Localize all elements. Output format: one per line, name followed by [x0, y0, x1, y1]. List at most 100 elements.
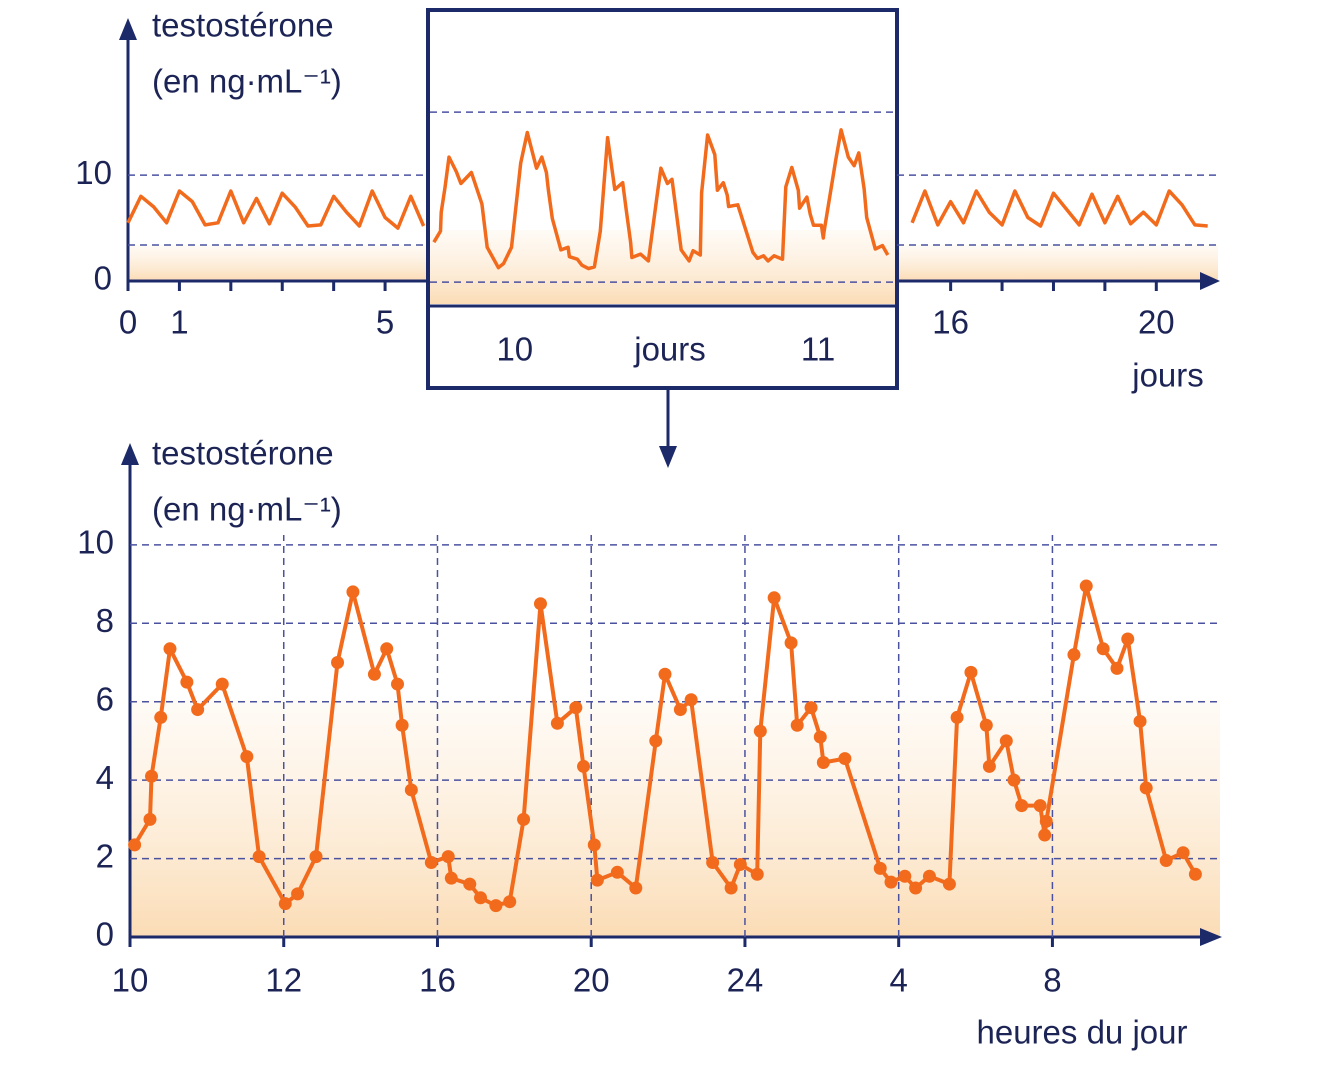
data-point [191, 703, 205, 717]
data-point [517, 812, 531, 826]
x-tick-label: 0 [119, 304, 137, 341]
data-point [1159, 854, 1173, 868]
x-tick-label: 8 [1043, 962, 1061, 999]
y-tick-label: 4 [96, 759, 114, 796]
data-point [790, 718, 804, 732]
data-point [979, 718, 993, 732]
data-point [724, 881, 738, 895]
x-tick-label: 1 [170, 304, 188, 341]
shading [430, 230, 895, 304]
data-point [750, 867, 764, 881]
data-point [367, 667, 381, 681]
y-tick-label: 10 [75, 154, 112, 191]
arrow [1200, 272, 1220, 290]
data-point [884, 875, 898, 889]
data-point [444, 871, 458, 885]
data-point [215, 677, 229, 691]
data-line [910, 189, 1208, 228]
zoom-box [426, 8, 899, 390]
y-tick-label: 0 [94, 260, 112, 297]
data-point [649, 734, 663, 748]
y-unit: (en ng·mL⁻¹) [152, 63, 342, 100]
data-point [784, 636, 798, 650]
shading [130, 700, 1220, 937]
data-point [145, 769, 159, 783]
inset-x-tick-label: 11 [801, 331, 835, 368]
data-point [391, 677, 405, 691]
data-point [240, 750, 254, 764]
data-point [577, 759, 591, 773]
data-point [813, 730, 827, 744]
data-point [180, 675, 194, 689]
data-point [873, 861, 887, 875]
data-point [489, 899, 503, 913]
data-point [733, 857, 747, 871]
data-point [278, 897, 292, 911]
data-point [404, 783, 418, 797]
data-point [128, 838, 142, 852]
y-tick-label: 10 [77, 524, 114, 561]
arrow [1200, 928, 1222, 946]
y-tick-label: 2 [96, 837, 114, 874]
data-point [964, 665, 978, 679]
data-point [1067, 648, 1081, 662]
data-point [1139, 781, 1153, 795]
inset-line [432, 128, 890, 271]
y-tick-label: 6 [96, 680, 114, 717]
data-point [804, 701, 818, 715]
y-label: testostérone [152, 435, 334, 472]
y-tick-label: 0 [96, 916, 114, 953]
data-point [1039, 814, 1053, 828]
data-point [1188, 867, 1202, 881]
data-point [999, 734, 1013, 748]
x-tick-label: 12 [265, 962, 302, 999]
data-point [922, 869, 936, 883]
data-point [1121, 632, 1135, 646]
data-point [309, 850, 323, 864]
data-point [658, 667, 672, 681]
data-point [898, 869, 912, 883]
data-point [838, 752, 852, 766]
data-point [1079, 579, 1093, 593]
data-point [252, 850, 266, 864]
data-point [767, 591, 781, 605]
data-point [982, 759, 996, 773]
data-line [126, 189, 426, 230]
data-point [629, 881, 643, 895]
x-tick-label: 16 [932, 304, 969, 341]
y-unit: (en ng·mL⁻¹) [152, 491, 342, 528]
data-point [143, 812, 157, 826]
data-point [942, 877, 956, 891]
data-point [909, 881, 923, 895]
data-point [569, 701, 583, 715]
data-point [424, 855, 438, 869]
x-tick-label: 5 [376, 304, 394, 341]
data-point [395, 718, 409, 732]
x-tick-label: 20 [573, 962, 610, 999]
data-point [463, 877, 477, 891]
data-point [950, 710, 964, 724]
data-point [1176, 846, 1190, 860]
data-point [533, 597, 547, 611]
data-point [1133, 714, 1147, 728]
data-point [587, 838, 601, 852]
data-point [1096, 642, 1110, 656]
inset-x-tick-label: 10 [496, 331, 533, 368]
y-tick-label: 8 [96, 602, 114, 639]
data-point [1015, 799, 1029, 813]
x-tick-label: 24 [727, 962, 764, 999]
data-point [1110, 661, 1124, 675]
data-point [1007, 773, 1021, 787]
x-tick-label: 16 [419, 962, 456, 999]
data-point [753, 724, 767, 738]
data-point [346, 585, 360, 599]
data-point [331, 656, 345, 670]
arrow [119, 18, 137, 40]
data-point [441, 850, 455, 864]
data-point [590, 873, 604, 887]
x-tick-label: 10 [112, 962, 149, 999]
data-point [816, 756, 830, 770]
inset-x-label: jours [633, 331, 706, 368]
data-point [291, 887, 305, 901]
